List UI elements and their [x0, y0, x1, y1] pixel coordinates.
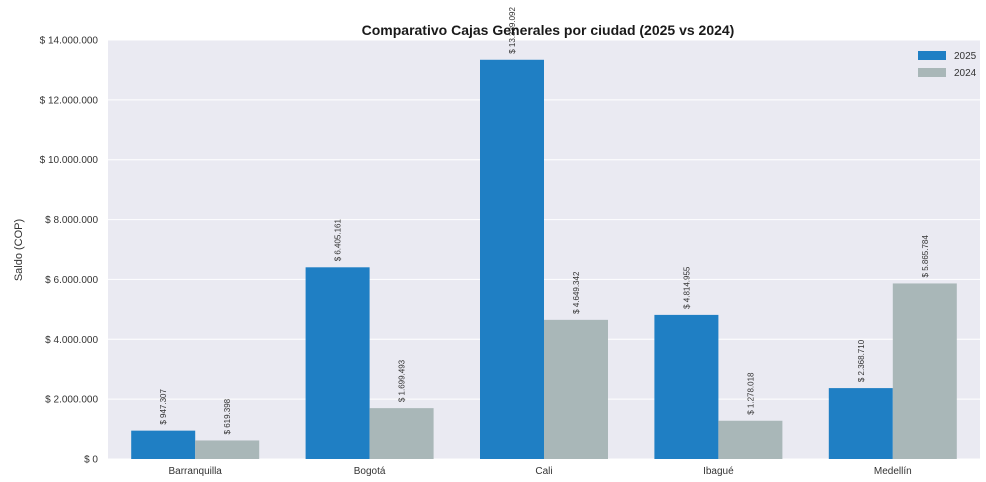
y-tick-label: $ 10.000.000 — [40, 155, 99, 166]
x-tick-label: Cali — [535, 466, 552, 477]
bar-2025-cali — [480, 59, 544, 460]
legend-label-2025: 2025 — [954, 51, 977, 62]
bar-2024-medellín — [892, 283, 957, 459]
y-tick-label: $ 8.000.000 — [45, 215, 98, 226]
y-tick-label: $ 4.000.000 — [45, 335, 98, 346]
legend-swatch-2025 — [918, 51, 946, 60]
data-label: $ 1.699.493 — [398, 359, 407, 402]
bar-2025-medellín — [828, 388, 893, 459]
bar-2024-bogotá — [369, 408, 434, 459]
y-tick-label: $ 2.000.000 — [45, 395, 98, 406]
y-tick-label: $ 6.000.000 — [45, 275, 98, 286]
x-axis-ticks: Barranquilla Bogotá Cali Ibagué Medellín — [169, 466, 912, 477]
y-axis-label: Saldo (COP) — [13, 219, 25, 281]
bar-2024-cali — [544, 319, 608, 459]
bar-2025-barranquilla — [131, 430, 196, 459]
y-axis-ticks: $ 0 $ 2.000.000 $ 4.000.000 $ 6.000.000 $ 8.… — [40, 36, 99, 466]
data-label: $ 6.405.161 — [334, 218, 343, 261]
data-label: $ 947.307 — [159, 389, 168, 425]
bar-2025-bogotá — [305, 267, 370, 459]
x-tick-label: Medellín — [874, 466, 912, 477]
x-tick-label: Barranquilla — [169, 466, 223, 477]
chart-title: Comparativo Cajas Generales por ciudad (… — [362, 22, 735, 38]
data-label: $ 13.339.092 — [508, 7, 517, 54]
bars — [131, 59, 957, 460]
bar-2025-ibagué — [654, 314, 719, 459]
data-label: $ 619.398 — [223, 398, 232, 434]
data-label: $ 1.278.018 — [746, 372, 755, 415]
data-labels: $ 947.307 $ 619.398 $ 6.405.161 $ 1.699.493… — [159, 7, 930, 435]
bar-2024-barranquilla — [195, 440, 260, 459]
legend-swatch-2024 — [918, 68, 946, 77]
data-label: $ 4.649.342 — [572, 271, 581, 314]
legend: 2025 2024 — [918, 51, 977, 79]
bar-2024-ibagué — [718, 420, 783, 459]
legend-label-2024: 2024 — [954, 68, 977, 79]
y-tick-label: $ 12.000.000 — [40, 95, 99, 106]
y-tick-label: $ 14.000.000 — [40, 36, 99, 47]
x-tick-label: Bogotá — [354, 466, 386, 477]
data-label: $ 4.814.955 — [682, 266, 691, 309]
data-label: $ 5.865.784 — [921, 235, 930, 278]
data-label: $ 2.368.710 — [857, 339, 866, 382]
y-tick-label: $ 0 — [84, 455, 98, 466]
x-tick-label: Ibagué — [703, 466, 734, 477]
